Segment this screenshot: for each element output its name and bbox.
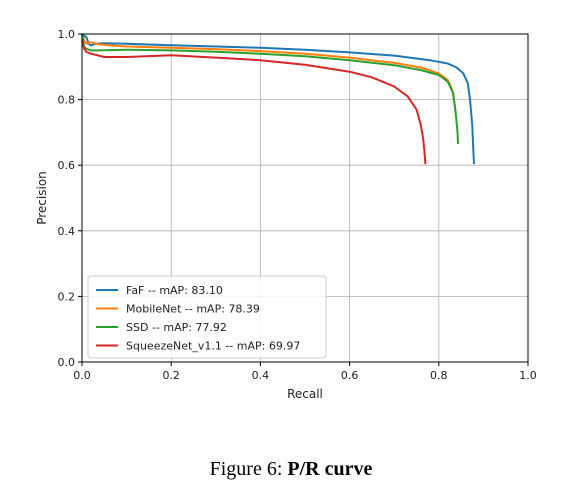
x-tick-label: 0.6	[341, 369, 359, 382]
x-tick-label: 0.2	[162, 369, 180, 382]
series-line	[81, 40, 427, 165]
figure-caption: Figure 6: P/R curve	[0, 458, 582, 481]
legend-label: SqueezeNet_v1.1 -- mAP: 69.97	[126, 340, 300, 353]
y-tick-label: 0.0	[58, 356, 76, 369]
x-axis-label: Recall	[287, 387, 323, 401]
series-line	[81, 33, 459, 144]
y-tick-label: 0.2	[58, 290, 76, 303]
x-tick-label: 0.0	[73, 369, 91, 382]
series-line	[81, 33, 457, 113]
y-tick-label: 1.0	[58, 28, 76, 41]
x-tick-label: 1.0	[519, 369, 537, 382]
x-tick-label: 0.4	[252, 369, 270, 382]
legend-box	[87, 275, 327, 359]
y-tick-label: 0.4	[58, 225, 76, 238]
y-tick-label: 0.8	[58, 94, 76, 107]
axis-ticks: 0.0 0.2 0.4 0.6 0.8 1.0 0.0 0.2 0.4 0.6 0.8 1.0	[58, 28, 537, 382]
series-lines	[81, 33, 475, 165]
legend-label: MobileNet -- mAP: 78.39	[126, 303, 260, 316]
series-line	[81, 33, 475, 165]
x-tick-label: 0.8	[430, 369, 448, 382]
legend: FaF -- mAP: 83.10 MobileNet -- mAP: 78.39…	[87, 275, 327, 359]
legend-label: FaF -- mAP: 83.10	[126, 284, 223, 297]
y-tick-label: 0.6	[58, 159, 76, 172]
plot-frame	[81, 33, 529, 363]
y-axis-label: Precision	[35, 171, 49, 225]
legend-label: SSD -- mAP: 77.92	[126, 321, 227, 334]
caption-title: P/R curve	[287, 458, 373, 480]
caption-prefix: Figure 6:	[209, 458, 288, 480]
